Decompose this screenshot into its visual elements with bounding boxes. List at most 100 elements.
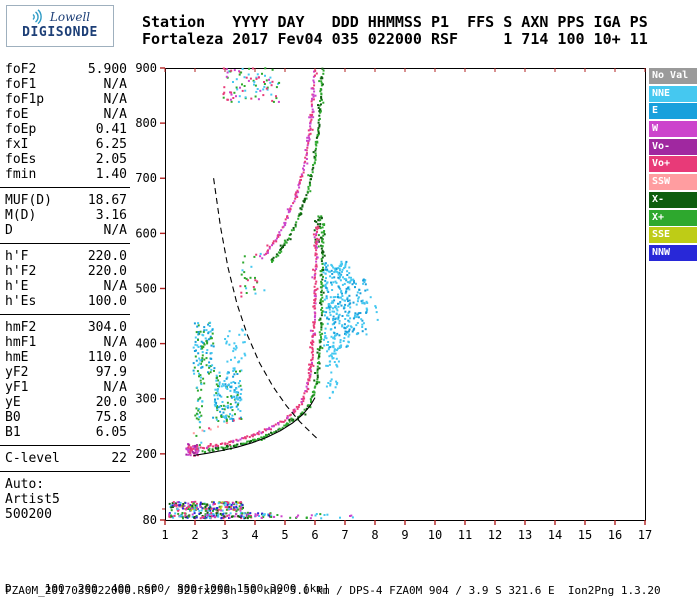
param-row: foE N/A (0, 107, 130, 122)
param-label: foE (5, 107, 29, 122)
legend-item-vo-: Vo- (649, 138, 697, 155)
header-line2: Fortaleza 2017 Fev04 035 022000 RSF 1 71… (142, 30, 648, 48)
param-value: 22 (111, 451, 127, 466)
param-label: foEp (5, 122, 37, 137)
y-tick-label: 800 (135, 116, 157, 130)
param-row: foEs 2.05 (0, 152, 130, 167)
param-row: C-level 22 (0, 451, 130, 466)
legend-item-vo+: Vo+ (649, 156, 697, 173)
param-value: 0.41 (95, 122, 127, 137)
param-label: h'E (5, 279, 29, 294)
legend-item-w: W (649, 121, 697, 138)
param-label: yE (5, 395, 21, 410)
param-label: fmin (5, 167, 37, 182)
x-tick-label: 7 (341, 528, 348, 542)
echo-dots (168, 67, 379, 520)
sounding-arcs-icon (32, 9, 42, 24)
param-row: 500200 (0, 507, 130, 522)
x-tick-label: 13 (518, 528, 532, 542)
param-label: MUF(D) (5, 193, 52, 208)
param-value: 110.0 (87, 350, 127, 365)
param-label: h'F (5, 249, 29, 264)
x-tick-label: 12 (488, 528, 502, 542)
param-label: foF1 (5, 77, 37, 92)
legend-item-x-: X- (649, 191, 697, 208)
param-row: h'E N/A (0, 279, 130, 294)
param-row: MUF(D) 18.67 (0, 193, 130, 208)
param-value: N/A (103, 335, 127, 350)
param-value: 3.16 (95, 208, 127, 223)
param-label: Auto: (5, 477, 45, 492)
param-value: N/A (103, 223, 127, 238)
x-tick-label: 1 (161, 528, 168, 542)
x-tick-label: 17 (638, 528, 652, 542)
param-row: hmF1 N/A (0, 335, 130, 350)
param-row: h'F2 220.0 (0, 264, 130, 279)
y-tick-label: 900 (135, 61, 157, 75)
y-tick-label: 500 (135, 281, 157, 295)
param-separator (0, 314, 130, 315)
param-row: foF1 N/A (0, 77, 130, 92)
x-tick-label: 9 (401, 528, 408, 542)
param-value: 20.0 (95, 395, 127, 410)
param-row: fxI 6.25 (0, 137, 130, 152)
y-tick-label: 400 (135, 337, 157, 351)
param-label: hmF1 (5, 335, 37, 350)
param-separator (0, 243, 130, 244)
legend-item-nne: NNE (649, 85, 697, 102)
param-row: yF2 97.9 (0, 365, 130, 380)
param-label: hmE (5, 350, 29, 365)
legend-item-ssw: SSW (649, 174, 697, 191)
x-tick-label: 4 (251, 528, 258, 542)
x-tick-label: 5 (281, 528, 288, 542)
param-label: foF2 (5, 62, 37, 77)
y-tick-label: 300 (135, 392, 157, 406)
param-separator (0, 471, 130, 472)
header-line1: Station YYYY DAY DDD HHMMSS P1 FFS S AXN… (142, 13, 648, 31)
param-label: B1 (5, 425, 21, 440)
logo-brand-text: Lowell (49, 9, 91, 24)
plot-axes: 1 2 3 4 5 6 7 8 9 10 11 12 13 14 15 16 17802003004005006… (135, 61, 652, 542)
overlay-curves (193, 178, 320, 457)
x-tick-label: 11 (458, 528, 472, 542)
true-height-profile-curve (193, 397, 316, 457)
param-value: 2.05 (95, 152, 127, 167)
param-label: Artist5 (5, 492, 60, 507)
param-value: 304.0 (87, 320, 127, 335)
param-value: 97.9 (95, 365, 127, 380)
legend-item-x+: X+ (649, 209, 697, 226)
legend-item-sse: SSE (649, 227, 697, 244)
param-separator (0, 187, 130, 188)
param-value: N/A (103, 380, 127, 395)
x-tick-label: 6 (311, 528, 318, 542)
muf-transmission-curve (213, 178, 320, 442)
parameter-panel: foF2 5.900 foF1 N/A foF1p N/A foE N/A foEp 0.41 fx… (0, 62, 130, 522)
param-row: fmin 1.40 (0, 167, 130, 182)
param-row: foF2 5.900 (0, 62, 130, 77)
y-tick-label: 700 (135, 171, 157, 185)
x-tick-label: 3 (221, 528, 228, 542)
x-tick-label: 16 (608, 528, 622, 542)
logo-top-row: Lowell (11, 9, 109, 24)
x-tick-label: 8 (371, 528, 378, 542)
param-separator (0, 445, 130, 446)
legend-item-nnw: NNW (649, 244, 697, 261)
param-value: 18.67 (87, 193, 127, 208)
param-value: 220.0 (87, 264, 127, 279)
param-row: Artist5 (0, 492, 130, 507)
param-row: B0 75.8 (0, 410, 130, 425)
param-label: hmF2 (5, 320, 37, 335)
param-label: foF1p (5, 92, 45, 107)
x-tick-label: 2 (191, 528, 198, 542)
param-label: h'Es (5, 294, 37, 309)
doppler-direction-legend: No Val NNE E W Vo- Vo+ SSW X- X+ SSE NNW (649, 68, 697, 263)
param-label: h'F2 (5, 264, 37, 279)
x-tick-label: 14 (548, 528, 562, 542)
param-value: 75.8 (95, 410, 127, 425)
param-label: D (5, 223, 13, 238)
param-row: yF1 N/A (0, 380, 130, 395)
param-value: N/A (103, 77, 127, 92)
distance-row: D 100 200 400 600 800 1000 1500 3000 [km… (5, 582, 330, 595)
param-row: Auto: (0, 477, 130, 492)
